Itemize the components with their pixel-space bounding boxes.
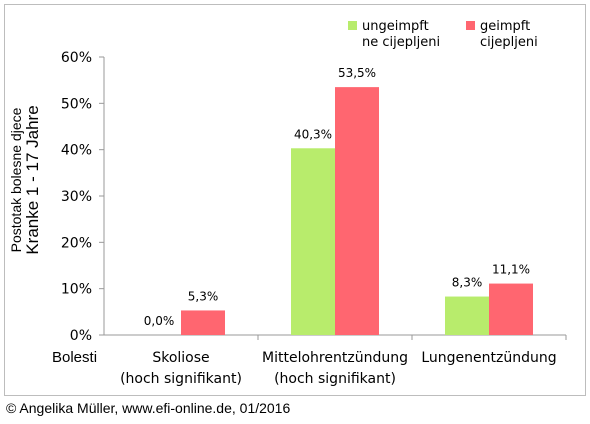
legend-swatch — [466, 21, 475, 30]
y-axis-label-line2: Kranke 1 - 17 Jahre — [23, 105, 42, 254]
legend-swatch — [348, 21, 357, 30]
data-label: 5,3% — [188, 289, 219, 303]
category-label: Lungenentzündung — [421, 350, 556, 366]
y-tick-label: 30% — [61, 189, 92, 205]
copyright-text: © Angelika Müller, www.efi-online.de, 01… — [6, 400, 291, 416]
legend-label: ungeimpft — [362, 19, 429, 34]
y-tick-label: 10% — [61, 282, 92, 298]
data-label: 11,1% — [492, 263, 530, 277]
category-label: Skoliose — [152, 350, 209, 366]
data-label: 8,3% — [452, 276, 483, 290]
bar-geimpft — [489, 283, 533, 335]
y-tick-label: 60% — [61, 50, 92, 66]
data-label: 53,5% — [338, 66, 376, 80]
data-label: 40,3% — [294, 127, 332, 141]
legend-label: ne cijepljeni — [362, 35, 440, 50]
legend-label: geimpft — [480, 19, 530, 34]
x-axis-label: Bolesti — [52, 349, 97, 366]
y-axis-label-line1: Postotak bolesne djece — [8, 107, 24, 252]
bar-geimpft — [335, 87, 379, 335]
category-label: (hoch signifikant) — [274, 371, 396, 387]
bar-geimpft — [181, 310, 225, 335]
bar-chart: 0% 10% 20% 30% 40% 50% 60% Postotak bolesne dje… — [8, 19, 567, 387]
category-label: Mittelohrentzündung — [262, 350, 408, 366]
bar-ungeimpft — [445, 296, 489, 335]
y-tick-label: 40% — [61, 143, 92, 159]
y-tick-label: 50% — [61, 96, 92, 112]
y-tick-label: 0% — [70, 328, 92, 344]
category-label: (hoch signifikant) — [120, 371, 242, 387]
legend-label: cijepljeni — [480, 35, 538, 50]
y-tick-label: 20% — [61, 235, 92, 251]
bar-ungeimpft — [291, 148, 335, 335]
data-label: 0,0% — [144, 314, 175, 328]
